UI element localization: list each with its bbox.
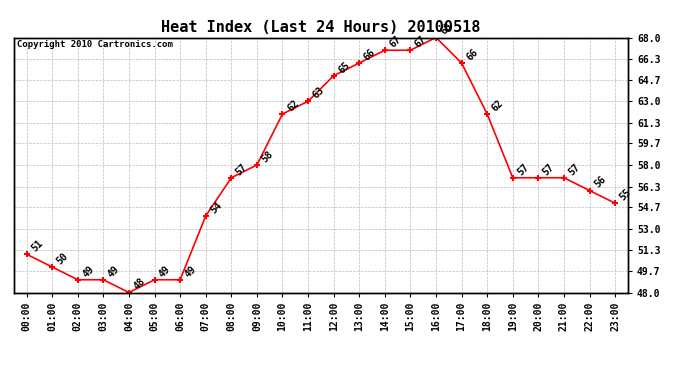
Text: 57: 57	[515, 162, 531, 177]
Text: 49: 49	[157, 264, 172, 279]
Text: 66: 66	[362, 47, 377, 62]
Text: 66: 66	[464, 47, 480, 62]
Text: 67: 67	[388, 34, 403, 50]
Text: 50: 50	[55, 251, 70, 266]
Text: 49: 49	[106, 264, 121, 279]
Text: 57: 57	[541, 162, 557, 177]
Text: 58: 58	[259, 149, 275, 164]
Text: 49: 49	[81, 264, 96, 279]
Text: 56: 56	[592, 174, 608, 190]
Title: Heat Index (Last 24 Hours) 20100518: Heat Index (Last 24 Hours) 20100518	[161, 20, 480, 35]
Text: 57: 57	[566, 162, 582, 177]
Text: 65: 65	[337, 60, 352, 75]
Text: 57: 57	[234, 162, 250, 177]
Text: 67: 67	[413, 34, 428, 50]
Text: 48: 48	[132, 276, 147, 292]
Text: 51: 51	[30, 238, 45, 254]
Text: 68: 68	[439, 21, 454, 37]
Text: 55: 55	[618, 187, 633, 202]
Text: Copyright 2010 Cartronics.com: Copyright 2010 Cartronics.com	[17, 40, 172, 49]
Text: 62: 62	[490, 98, 505, 113]
Text: 49: 49	[183, 264, 198, 279]
Text: 54: 54	[208, 200, 224, 215]
Text: 62: 62	[285, 98, 301, 113]
Text: 63: 63	[310, 85, 326, 100]
